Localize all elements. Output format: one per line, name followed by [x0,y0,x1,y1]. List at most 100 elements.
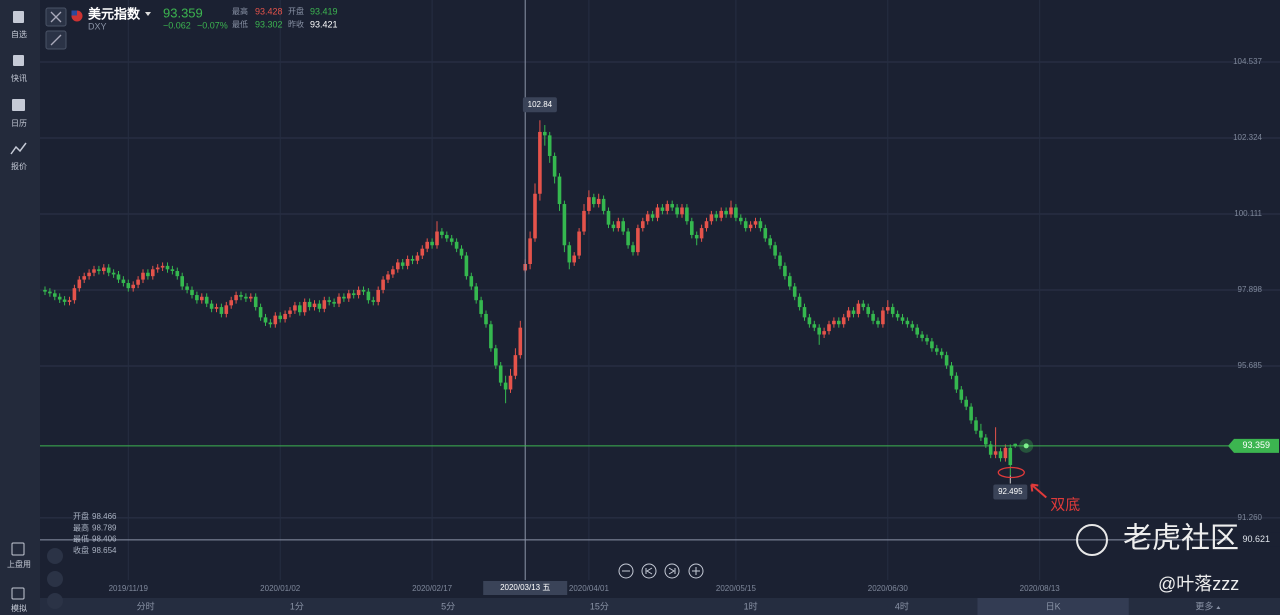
sidebar-item[interactable]: 模拟 [11,603,27,613]
candle-body [87,272,91,277]
annotation-circle [997,466,1025,479]
candle-body [567,245,572,263]
candle-body [935,348,939,352]
tab[interactable]: 15分 [590,601,609,611]
candle-body [587,197,591,211]
candle-body [199,296,204,301]
candle-body [229,300,233,306]
tool-button[interactable] [47,548,63,564]
candle-body [381,279,385,290]
sidebar-item[interactable]: 快讯 [11,73,27,83]
tool-buttons [47,548,63,609]
candle-body [356,289,361,296]
candle-body [337,296,341,304]
ohlc-label: 最高 [73,522,89,532]
candle-body [886,307,890,311]
candle-body [518,327,523,356]
tool-button[interactable] [47,593,63,609]
candle-body [430,241,434,246]
candle-body [910,324,915,328]
candle-body [219,307,224,314]
candle-body [1013,443,1018,446]
candle-body [494,348,498,366]
candle-body [268,322,273,325]
candle-body [993,451,998,455]
candle-body [111,272,116,275]
candle-body [729,207,733,215]
candle-body [660,207,665,211]
icon [12,99,25,111]
step-back[interactable] [641,563,657,579]
tab[interactable]: 1时 [744,600,758,611]
tab-active [977,598,1129,615]
candle-body [170,269,175,272]
stat-label: 开盘 [288,6,304,16]
candle-body [606,210,611,225]
candle-body [572,255,577,263]
candle-body [547,135,552,156]
candle-body [410,258,415,261]
candle-body [788,276,792,287]
tab[interactable]: 日K [1046,601,1061,611]
candle-body [155,267,160,270]
candle-body [984,437,988,445]
candle-body [415,255,420,261]
tab[interactable]: 更多 [1195,600,1213,611]
candle-body [920,334,924,338]
candle-body [57,296,62,300]
candle-body [474,286,479,301]
icon [13,11,24,23]
candle-body [234,295,238,301]
candle-body [641,221,645,229]
candle-body [900,317,905,321]
pencil-icon [50,34,62,46]
candle-body [861,303,866,308]
stat-value: 93.302 [255,19,283,29]
candle-body [939,351,944,356]
dropdown-icon[interactable] [145,12,151,16]
candle-body [802,307,807,318]
candle-body [988,444,993,455]
candle-body [636,228,640,253]
candle-body [72,288,77,301]
candle-body [768,238,773,246]
candle-body [807,317,812,325]
candle-body [327,300,331,302]
tab[interactable]: 分时 [137,600,155,611]
candle-body [709,214,714,222]
sidebar-item[interactable]: 自选 [11,29,27,39]
watermark: 老虎社区 @叶落zzz [1076,522,1239,594]
candle-body [484,313,488,325]
tool-button[interactable] [47,571,63,587]
candle-body [851,310,856,314]
zoom-in[interactable] [688,563,704,579]
ohlc-value: 98.466 [92,512,117,521]
candle-body [366,291,371,301]
step-forward[interactable] [664,563,680,579]
candle-body [489,324,493,349]
stat-label: 昨收 [288,19,304,29]
zoom-out[interactable] [618,563,634,579]
tab[interactable]: 5分 [441,601,455,611]
sidebar-item[interactable]: 上盘用 [7,559,31,569]
candle-body [121,279,126,284]
candle-body [459,248,464,256]
sidebar-item[interactable]: 报价 [11,161,27,171]
candle-body [743,221,748,229]
candle-body [979,430,983,438]
candle-body [817,327,822,335]
candle-body [302,301,307,313]
candle-body [248,296,253,299]
tab[interactable]: 4时 [895,600,909,611]
candle-body [92,269,96,273]
candle-body [273,315,278,325]
candle-body [67,300,72,302]
candle-body [150,269,155,277]
candle-body [601,198,606,211]
sidebar [0,0,40,615]
tab[interactable]: 1分 [290,601,304,611]
candle-body [543,131,547,136]
y-tick-label: 102.324 [1233,133,1262,142]
candle-body [126,283,131,289]
sidebar-item[interactable]: 日历 [11,119,27,128]
